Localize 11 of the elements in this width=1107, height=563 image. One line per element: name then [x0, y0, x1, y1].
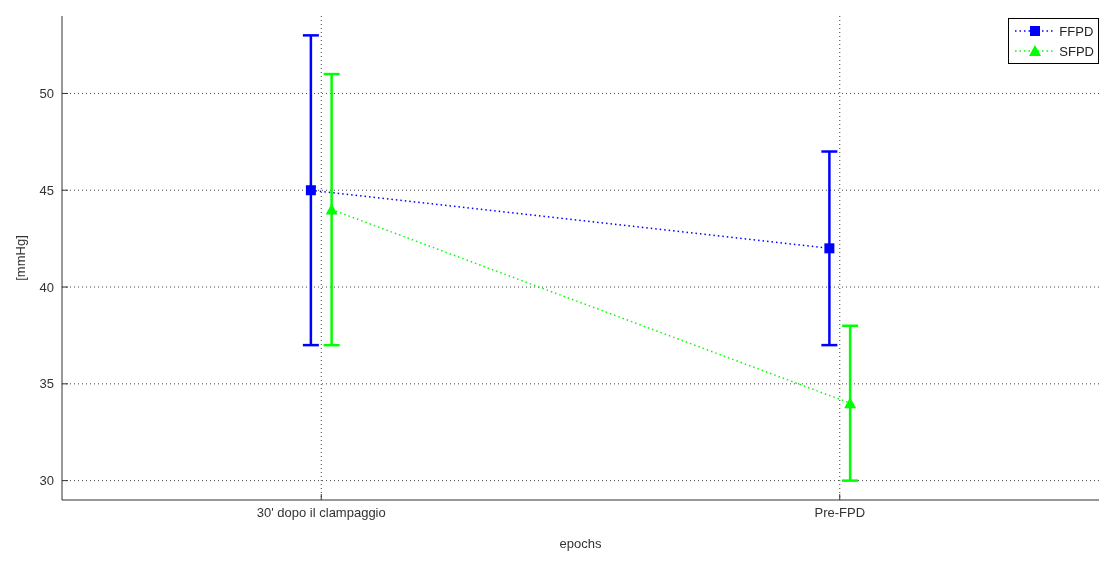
x-tick-label: Pre-FPD [814, 505, 866, 521]
legend-label: SFPD [1059, 43, 1094, 59]
y-tick-label: 30 [39, 473, 54, 489]
x-axis-title: epochs [559, 536, 602, 551]
y-tick-label: 50 [39, 86, 54, 102]
y-tick-label: 40 [39, 279, 54, 295]
y-tick-label: 35 [39, 376, 54, 392]
x-tick-label: 30' dopo il clampaggio [256, 505, 386, 521]
y-axis-title: [mmHg] [12, 235, 28, 281]
legend-label: FFPD [1059, 23, 1094, 39]
y-tick-label: 45 [39, 182, 54, 198]
